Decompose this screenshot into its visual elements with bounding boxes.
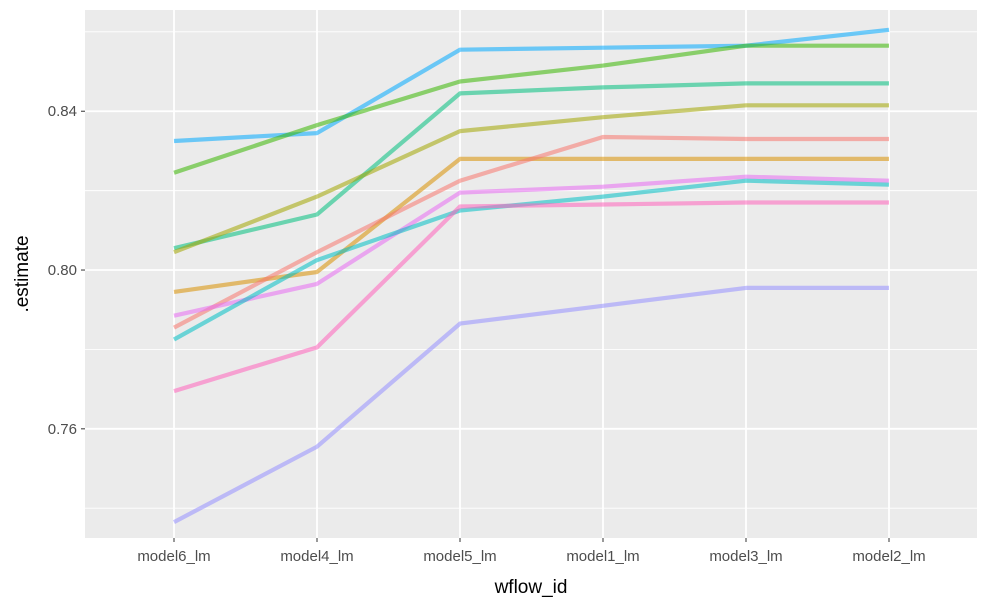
series-line-series-9 [173,200,889,394]
y-axis-title: .estimate [12,235,33,312]
series-lines [172,27,890,524]
x-tick-label: model6_lm [137,548,210,565]
x-tick-label: model1_lm [566,548,639,565]
series-line-series-2 [173,43,889,175]
y-tick-label: 0.80 [48,262,77,279]
y-tick-label: 0.84 [48,103,77,120]
series-line-series-4 [173,103,889,255]
x-tick-label: model5_lm [423,548,496,565]
series-line-series-10 [173,285,889,524]
x-tick-label: model3_lm [709,548,782,565]
y-tick-label: 0.76 [48,421,77,438]
series-line-series-6 [173,134,889,330]
x-tick-label: model2_lm [852,548,925,565]
y-axis: 0.76 0.80 0.84 [48,103,85,438]
panel-background [85,10,977,538]
x-tick-label: model4_lm [280,548,353,565]
x-axis: model6_lm model4_lm model5_lm model1_lm mode… [137,538,926,565]
major-gridlines [85,10,977,538]
series-line-series-7 [173,174,890,318]
x-axis-title: wflow_id [494,577,568,598]
series-line-series-3 [173,81,889,251]
